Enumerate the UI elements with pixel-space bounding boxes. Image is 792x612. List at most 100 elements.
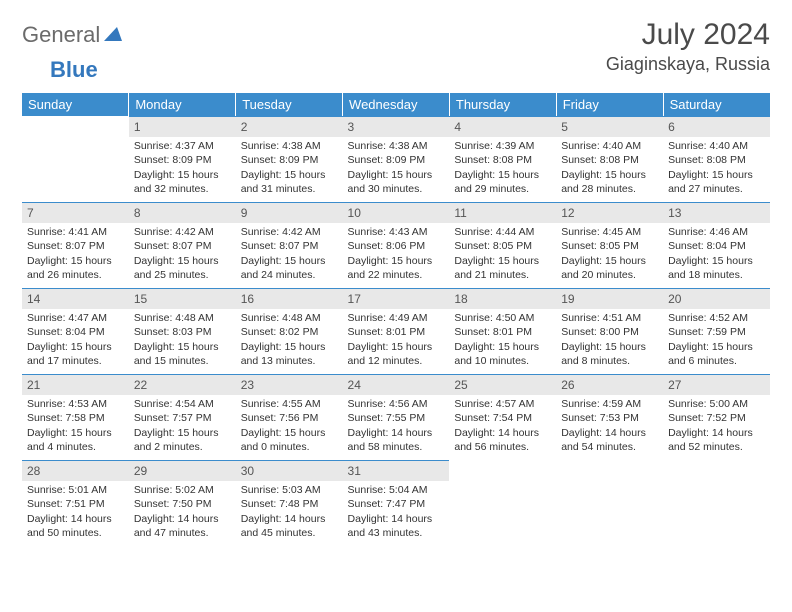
day-content: Sunrise: 4:53 AMSunset: 7:58 PMDaylight:… <box>22 395 129 458</box>
sunrise-text: Sunrise: 4:44 AM <box>454 225 551 239</box>
calendar-body: 1Sunrise: 4:37 AMSunset: 8:09 PMDaylight… <box>22 116 770 546</box>
day-content: Sunrise: 4:56 AMSunset: 7:55 PMDaylight:… <box>343 395 450 458</box>
day-number: 21 <box>22 374 129 395</box>
sunrise-text: Sunrise: 4:40 AM <box>561 139 658 153</box>
logo-triangle-icon <box>104 25 122 46</box>
sunrise-text: Sunrise: 4:42 AM <box>134 225 231 239</box>
calendar-day-cell: 8Sunrise: 4:42 AMSunset: 8:07 PMDaylight… <box>129 202 236 288</box>
calendar-day-cell: 30Sunrise: 5:03 AMSunset: 7:48 PMDayligh… <box>236 460 343 546</box>
daylight-text: Daylight: 15 hours and 18 minutes. <box>668 254 765 282</box>
daylight-text: Daylight: 14 hours and 43 minutes. <box>348 512 445 540</box>
sunrise-text: Sunrise: 4:38 AM <box>241 139 338 153</box>
calendar-day-cell: 10Sunrise: 4:43 AMSunset: 8:06 PMDayligh… <box>343 202 450 288</box>
daylight-text: Daylight: 14 hours and 52 minutes. <box>668 426 765 454</box>
sunset-text: Sunset: 8:08 PM <box>561 153 658 167</box>
sunrise-text: Sunrise: 4:56 AM <box>348 397 445 411</box>
day-number: 25 <box>449 374 556 395</box>
daylight-text: Daylight: 15 hours and 21 minutes. <box>454 254 551 282</box>
day-number: 28 <box>22 460 129 481</box>
sunset-text: Sunset: 8:06 PM <box>348 239 445 253</box>
calendar-table: Sunday Monday Tuesday Wednesday Thursday… <box>22 93 770 546</box>
calendar-day-cell: 24Sunrise: 4:56 AMSunset: 7:55 PMDayligh… <box>343 374 450 460</box>
sunrise-text: Sunrise: 5:00 AM <box>668 397 765 411</box>
sunrise-text: Sunrise: 4:39 AM <box>454 139 551 153</box>
day-content: Sunrise: 5:01 AMSunset: 7:51 PMDaylight:… <box>22 481 129 544</box>
day-content: Sunrise: 4:47 AMSunset: 8:04 PMDaylight:… <box>22 309 129 372</box>
sunset-text: Sunset: 7:48 PM <box>241 497 338 511</box>
day-number: 2 <box>236 116 343 137</box>
calendar-day-cell <box>22 116 129 202</box>
sunrise-text: Sunrise: 4:38 AM <box>348 139 445 153</box>
daylight-text: Daylight: 15 hours and 8 minutes. <box>561 340 658 368</box>
sunrise-text: Sunrise: 4:41 AM <box>27 225 124 239</box>
daylight-text: Daylight: 14 hours and 54 minutes. <box>561 426 658 454</box>
weekday-header: Monday <box>129 93 236 116</box>
day-content: Sunrise: 4:55 AMSunset: 7:56 PMDaylight:… <box>236 395 343 458</box>
sunset-text: Sunset: 8:07 PM <box>241 239 338 253</box>
calendar-week-row: 21Sunrise: 4:53 AMSunset: 7:58 PMDayligh… <box>22 374 770 460</box>
calendar-day-cell: 27Sunrise: 5:00 AMSunset: 7:52 PMDayligh… <box>663 374 770 460</box>
sunset-text: Sunset: 7:47 PM <box>348 497 445 511</box>
day-content: Sunrise: 4:48 AMSunset: 8:02 PMDaylight:… <box>236 309 343 372</box>
calendar-day-cell: 2Sunrise: 4:38 AMSunset: 8:09 PMDaylight… <box>236 116 343 202</box>
day-content: Sunrise: 4:42 AMSunset: 8:07 PMDaylight:… <box>236 223 343 286</box>
daylight-text: Daylight: 14 hours and 58 minutes. <box>348 426 445 454</box>
sunset-text: Sunset: 8:02 PM <box>241 325 338 339</box>
day-content: Sunrise: 5:03 AMSunset: 7:48 PMDaylight:… <box>236 481 343 544</box>
sunrise-text: Sunrise: 4:55 AM <box>241 397 338 411</box>
month-title: July 2024 <box>606 18 770 52</box>
day-number: 5 <box>556 116 663 137</box>
sunset-text: Sunset: 7:55 PM <box>348 411 445 425</box>
day-number: 11 <box>449 202 556 223</box>
daylight-text: Daylight: 14 hours and 47 minutes. <box>134 512 231 540</box>
day-number: 13 <box>663 202 770 223</box>
day-number: 24 <box>343 374 450 395</box>
day-content: Sunrise: 4:52 AMSunset: 7:59 PMDaylight:… <box>663 309 770 372</box>
calendar-week-row: 14Sunrise: 4:47 AMSunset: 8:04 PMDayligh… <box>22 288 770 374</box>
sunset-text: Sunset: 8:07 PM <box>27 239 124 253</box>
weekday-header: Tuesday <box>236 93 343 116</box>
day-content: Sunrise: 5:04 AMSunset: 7:47 PMDaylight:… <box>343 481 450 544</box>
calendar-week-row: 7Sunrise: 4:41 AMSunset: 8:07 PMDaylight… <box>22 202 770 288</box>
calendar-week-row: 1Sunrise: 4:37 AMSunset: 8:09 PMDaylight… <box>22 116 770 202</box>
day-number: 10 <box>343 202 450 223</box>
calendar-day-cell: 3Sunrise: 4:38 AMSunset: 8:09 PMDaylight… <box>343 116 450 202</box>
daylight-text: Daylight: 14 hours and 56 minutes. <box>454 426 551 454</box>
calendar-day-cell: 1Sunrise: 4:37 AMSunset: 8:09 PMDaylight… <box>129 116 236 202</box>
daylight-text: Daylight: 15 hours and 13 minutes. <box>241 340 338 368</box>
calendar-day-cell: 16Sunrise: 4:48 AMSunset: 8:02 PMDayligh… <box>236 288 343 374</box>
calendar-day-cell: 7Sunrise: 4:41 AMSunset: 8:07 PMDaylight… <box>22 202 129 288</box>
day-content: Sunrise: 5:00 AMSunset: 7:52 PMDaylight:… <box>663 395 770 458</box>
sunrise-text: Sunrise: 4:40 AM <box>668 139 765 153</box>
sunset-text: Sunset: 8:08 PM <box>668 153 765 167</box>
sunrise-text: Sunrise: 4:43 AM <box>348 225 445 239</box>
sunset-text: Sunset: 7:52 PM <box>668 411 765 425</box>
calendar-day-cell: 17Sunrise: 4:49 AMSunset: 8:01 PMDayligh… <box>343 288 450 374</box>
calendar-day-cell: 4Sunrise: 4:39 AMSunset: 8:08 PMDaylight… <box>449 116 556 202</box>
sunrise-text: Sunrise: 4:49 AM <box>348 311 445 325</box>
sunrise-text: Sunrise: 4:47 AM <box>27 311 124 325</box>
daylight-text: Daylight: 15 hours and 26 minutes. <box>27 254 124 282</box>
sunset-text: Sunset: 8:04 PM <box>668 239 765 253</box>
sunrise-text: Sunrise: 4:46 AM <box>668 225 765 239</box>
day-number: 29 <box>129 460 236 481</box>
daylight-text: Daylight: 15 hours and 29 minutes. <box>454 168 551 196</box>
calendar-day-cell <box>663 460 770 546</box>
daylight-text: Daylight: 15 hours and 6 minutes. <box>668 340 765 368</box>
sunset-text: Sunset: 8:04 PM <box>27 325 124 339</box>
sunset-text: Sunset: 8:07 PM <box>134 239 231 253</box>
sunset-text: Sunset: 8:09 PM <box>241 153 338 167</box>
day-number: 16 <box>236 288 343 309</box>
day-content: Sunrise: 5:02 AMSunset: 7:50 PMDaylight:… <box>129 481 236 544</box>
day-number: 31 <box>343 460 450 481</box>
sunset-text: Sunset: 8:01 PM <box>454 325 551 339</box>
sunset-text: Sunset: 8:09 PM <box>134 153 231 167</box>
day-number: 27 <box>663 374 770 395</box>
daylight-text: Daylight: 15 hours and 32 minutes. <box>134 168 231 196</box>
day-content: Sunrise: 4:57 AMSunset: 7:54 PMDaylight:… <box>449 395 556 458</box>
sunrise-text: Sunrise: 4:51 AM <box>561 311 658 325</box>
sunrise-text: Sunrise: 4:59 AM <box>561 397 658 411</box>
calendar-day-cell: 19Sunrise: 4:51 AMSunset: 8:00 PMDayligh… <box>556 288 663 374</box>
sunset-text: Sunset: 7:54 PM <box>454 411 551 425</box>
sunrise-text: Sunrise: 4:57 AM <box>454 397 551 411</box>
